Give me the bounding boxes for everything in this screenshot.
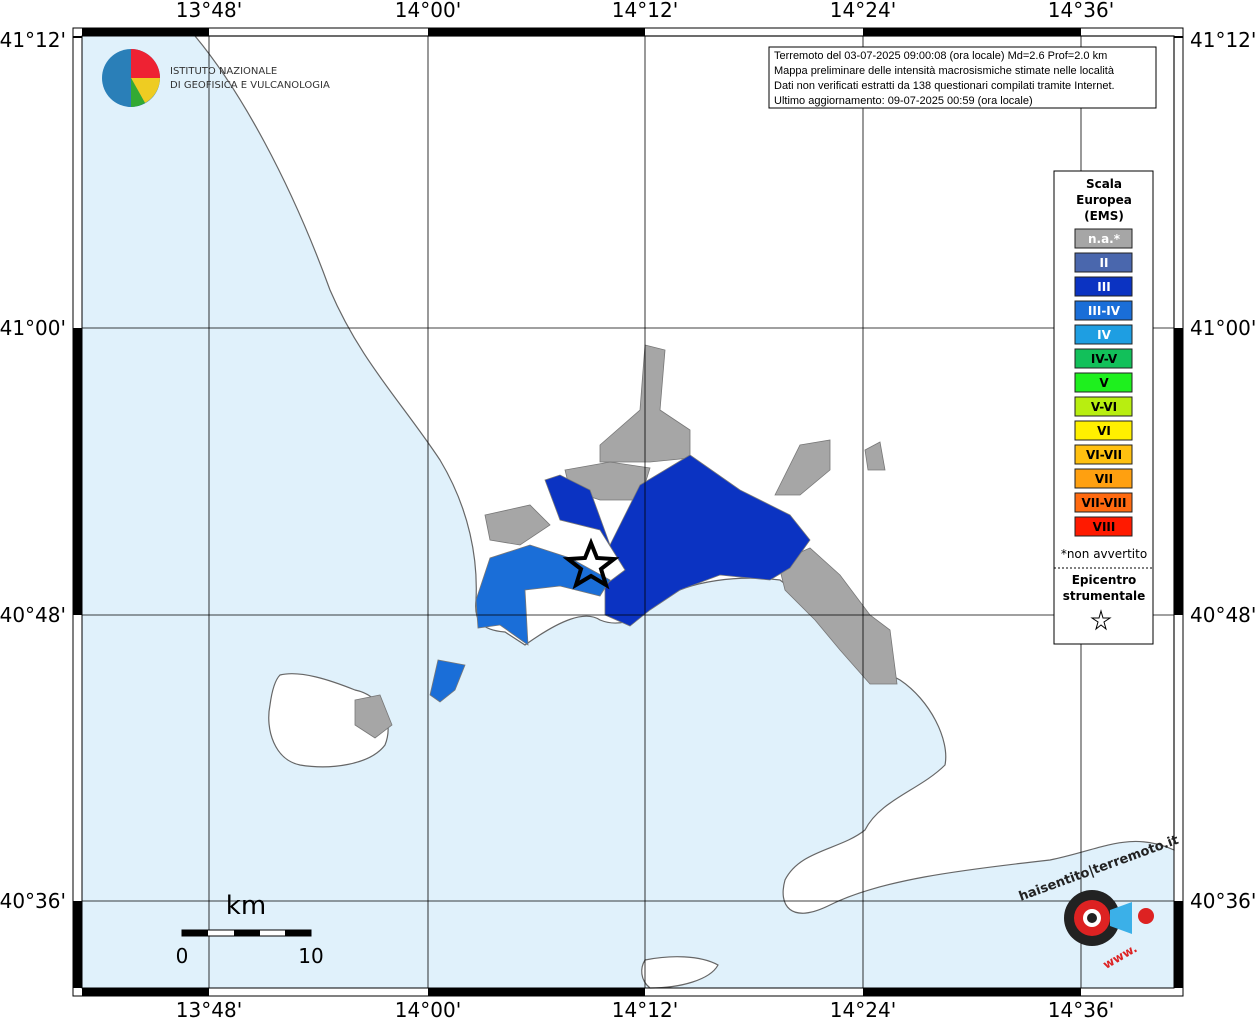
legend-swatch: [1074, 300, 1133, 321]
legend-swatch: [1074, 492, 1133, 513]
legend-label: n.a.*: [1088, 232, 1121, 246]
legend-items: ScalaEuropea(EMS)n.a.*IIIIIIII-IVIVIV-VV…: [1061, 177, 1147, 603]
info-line: Dati non verificati estratti da 138 ques…: [774, 80, 1115, 92]
legend-epicenter: strumentale: [1063, 589, 1146, 603]
legend-swatch: [1074, 228, 1133, 249]
info-box: [768, 46, 1157, 109]
lon-label: 14°00': [395, 0, 461, 22]
lat-label: 40°36': [1190, 889, 1256, 913]
lat-label: 41°12': [0, 28, 66, 52]
logo-text: DI GEOFISICA E VULCANOLOGIA: [170, 80, 330, 91]
legend-swatch: [1074, 444, 1133, 465]
lon-label: 14°12': [612, 0, 678, 22]
legend-label: VI-VII: [1086, 448, 1122, 462]
legend-label: V-VI: [1091, 400, 1117, 414]
legend-title: (EMS): [1084, 209, 1124, 223]
lon-label: 14°24': [830, 998, 896, 1022]
epicenter: [562, 537, 620, 590]
info-line: Ultimo aggiornamento: 09-07-2025 00:59 (…: [774, 95, 1033, 107]
lat-label: 41°12': [1190, 28, 1256, 52]
lon-label: 14°24': [830, 0, 896, 22]
legend-star: [1090, 609, 1112, 631]
lat-label: 40°48': [1190, 603, 1256, 627]
legend-label: VIII: [1093, 520, 1116, 534]
lon-label: 13°48': [176, 0, 242, 22]
lon-label: 14°36': [1048, 0, 1114, 22]
legend-swatch: [1074, 372, 1133, 393]
legend-epicenter: Epicentro: [1072, 573, 1137, 587]
lon-label: 14°00': [395, 998, 461, 1022]
scale-start: 0: [176, 944, 189, 968]
scale-unit: km: [226, 891, 266, 921]
legend-swatch: [1074, 516, 1133, 537]
legend-swatch: [1074, 348, 1133, 369]
legend-swatch: [1074, 396, 1133, 417]
lon-label: 13°48': [176, 998, 242, 1022]
legend-swatch: [1074, 468, 1133, 489]
legend-note: *non avvertito: [1061, 547, 1147, 561]
info-text: Terremoto del 03-07-2025 09:00:08 (ora l…: [774, 50, 1115, 107]
lat-label: 40°36': [0, 889, 66, 913]
legend-label: V: [1099, 376, 1109, 390]
logo: ISTITUTO NAZIONALE DI GEOFISICA E VULCAN…: [102, 49, 330, 107]
lon-label: 14°12': [612, 998, 678, 1022]
scale-bar: km 0 10: [176, 891, 324, 968]
legend-label: III-IV: [1088, 304, 1121, 318]
legend-swatch: [1074, 420, 1133, 441]
legend-label: II: [1100, 256, 1109, 270]
lat-label: 40°48': [0, 603, 66, 627]
legend-label: VII: [1095, 472, 1113, 486]
scale-end: 10: [298, 944, 323, 968]
legend-label: IV-V: [1091, 352, 1118, 366]
legend-label: VII-VIII: [1081, 496, 1126, 510]
lat-label: 41°00': [1190, 316, 1256, 340]
legend-label: VI: [1097, 424, 1111, 438]
regions: [354, 344, 898, 739]
legend-label: IV: [1097, 328, 1111, 342]
legend-title: Europea: [1076, 193, 1132, 207]
info-line: Mappa preliminare delle intensità macros…: [774, 65, 1115, 77]
legend-title: Scala: [1086, 177, 1122, 191]
frame: [72, 27, 1184, 997]
legend-label: III: [1097, 280, 1110, 294]
legend-swatch: [1074, 324, 1133, 345]
logo-text: ISTITUTO NAZIONALE: [170, 66, 277, 77]
legend-swatch: [1074, 252, 1133, 273]
info-line: Terremoto del 03-07-2025 09:00:08 (ora l…: [774, 50, 1107, 62]
lon-label: 14°36': [1048, 998, 1114, 1022]
legend-swatch: [1074, 276, 1133, 297]
lat-label: 41°00': [0, 316, 66, 340]
